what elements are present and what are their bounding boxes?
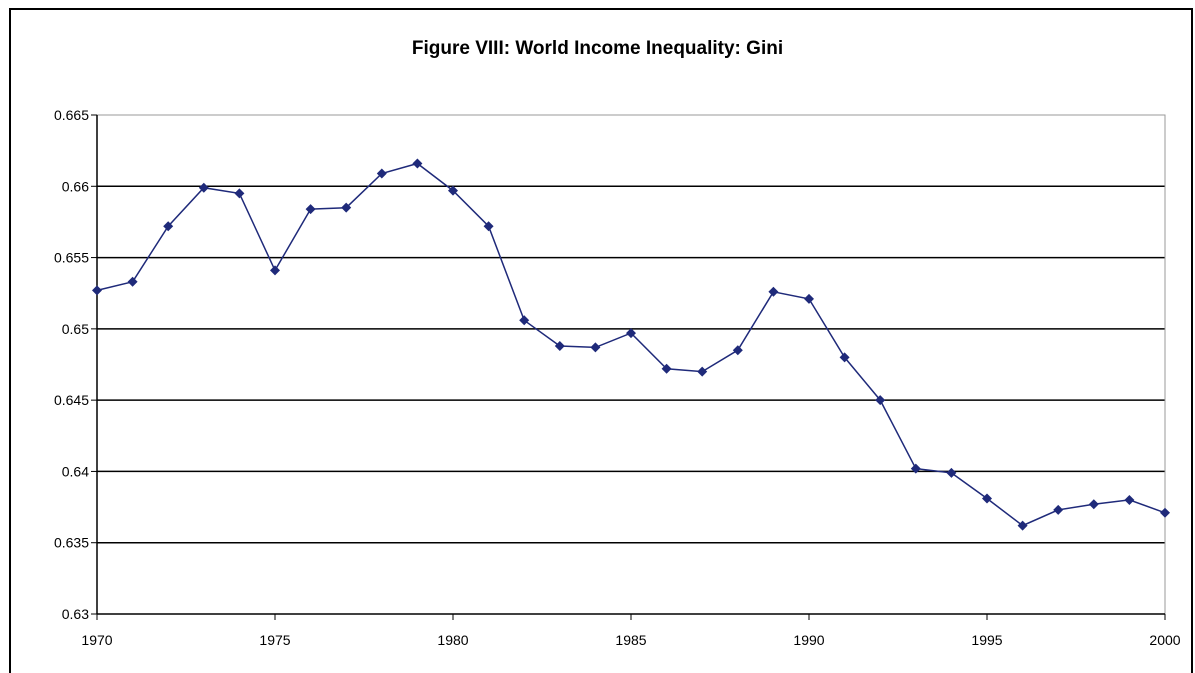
data-point-1974 [234,188,245,199]
data-point-1996 [1017,520,1028,531]
data-point-1991 [839,352,850,363]
data-point-1998 [1088,499,1099,510]
data-point-1995 [982,493,992,504]
y-tick-label-1: 0.635 [54,535,89,551]
data-point-1978 [376,168,387,179]
x-tick-label-6: 2000 [1149,632,1180,648]
data-point-1989 [768,286,779,297]
y-tick-label-5: 0.655 [54,250,89,266]
series-layer [92,158,1170,531]
data-point-1973 [198,182,209,193]
data-point-1984 [590,342,601,353]
y-tick-label-0: 0.63 [62,606,89,622]
x-tick-label-4: 1990 [793,632,824,648]
data-point-1987 [697,366,708,377]
y-tick-label-2: 0.64 [62,463,89,479]
y-tick-label-7: 0.665 [54,107,89,123]
data-point-1976 [305,204,316,215]
x-tick-labels: 1970 1975 1980 1985 1990 1995 2000 [81,632,1180,648]
data-point-1986 [661,363,672,374]
x-tick-label-3: 1985 [615,632,646,648]
data-point-1997 [1053,504,1064,515]
data-point-2000 [1160,507,1170,518]
data-point-1994 [946,467,957,478]
data-point-1982 [519,315,530,326]
data-point-1985 [626,328,636,339]
data-point-1981 [483,221,494,232]
data-point-1972 [163,221,174,232]
data-point-1990 [804,293,814,304]
x-tick-label-5: 1995 [971,632,1002,648]
data-point-1993 [910,463,921,474]
data-point-1980 [448,185,458,196]
y-tick-label-6: 0.66 [62,178,89,194]
data-point-1979 [412,158,423,169]
data-point-1999 [1124,494,1135,505]
x-tick-label-2: 1980 [437,632,468,648]
y-tick-label-3: 0.645 [54,392,89,408]
y-tick-label-4: 0.65 [62,321,89,337]
chart-frame [9,8,1193,673]
data-point-1992 [875,395,886,406]
data-point-1977 [341,202,352,213]
data-point-1971 [127,276,138,287]
data-point-1988 [732,345,743,356]
plot-area-border [96,114,1166,615]
chart-title: Figure VIII: World Income Inequality: Gi… [411,38,784,59]
axes [91,114,1166,620]
x-tick-label-0: 1970 [81,632,112,648]
data-point-1970 [92,285,102,296]
data-point-1983 [554,340,565,351]
grid-lines [97,185,1165,544]
y-tick-labels: 0.63 0.635 0.64 0.645 0.65 0.655 0.66 0.665 [54,107,89,622]
x-tick-label-1: 1975 [259,632,290,648]
data-point-1975 [270,265,280,276]
